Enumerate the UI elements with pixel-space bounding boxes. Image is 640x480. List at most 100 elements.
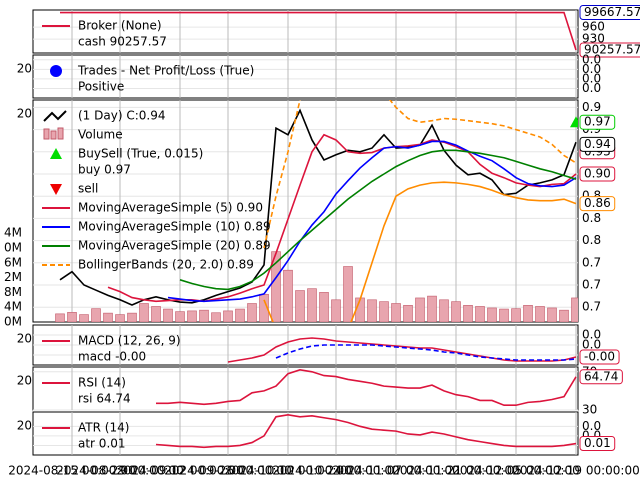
y2-tick-label: 2M	[4, 270, 22, 284]
volume-bar	[319, 292, 329, 322]
volume-bar	[343, 266, 353, 322]
volume-bar	[211, 312, 221, 322]
y-tick-label: 0.0	[582, 81, 601, 95]
legend-note: rsi 64.74	[78, 392, 131, 406]
y-tick-label: 0.8	[582, 211, 601, 225]
volume-bar	[127, 312, 137, 322]
y2-tick-label: 0M	[4, 315, 22, 329]
y-tick-label: 0.0	[582, 52, 601, 66]
volume-bar	[235, 308, 245, 322]
legend-swatch	[50, 65, 62, 77]
x-tick-label: 2024-12-05 00:00:00	[452, 464, 579, 478]
legend-swatch	[57, 127, 64, 140]
y-tick-label: 0.0	[582, 71, 601, 85]
volume-bar	[331, 299, 341, 322]
volume-bar	[499, 308, 509, 322]
y-tick-label: 0.0	[582, 328, 601, 342]
series-line	[263, 100, 577, 249]
volume-bar	[79, 314, 89, 322]
legend-note: atr 0.01	[78, 437, 126, 451]
x-tick-label: 2024-11-07 00:00:00	[332, 464, 459, 478]
legend-entry: BollingerBands (20, 2.0) 0.89	[78, 258, 254, 272]
y-tick-label: 0.7	[582, 255, 601, 269]
series-line	[227, 337, 577, 363]
x-tick-label: 2024-09-12 00:00:00	[116, 464, 243, 478]
x-tick-label: 2024-12-19 00:00:00	[512, 464, 639, 478]
x-tick-label: 2024-09-26 00:00:00	[164, 464, 291, 478]
x-tick-label: 2024-10-24 00:00:00	[272, 464, 399, 478]
series-line	[179, 149, 577, 291]
y-axis-label: 20	[17, 62, 32, 76]
legend-entry: RSI (14)	[78, 376, 126, 390]
value-tag	[579, 369, 623, 385]
legend-entry: Volume	[78, 128, 123, 142]
volume-bar	[139, 303, 149, 322]
volume-bar	[187, 310, 197, 322]
volume-bar	[55, 313, 65, 322]
volume-bar	[151, 306, 161, 322]
plot-area	[156, 369, 577, 407]
plot-area	[60, 11, 577, 51]
series-line	[155, 414, 577, 449]
legend-entry: sell	[78, 182, 98, 196]
legend-swatch	[50, 148, 62, 159]
legend-entry: MovingAverageSimple (5) 0.90	[78, 201, 263, 215]
x-tick-label: 2024-08-15 00:00:00	[8, 464, 135, 478]
legend-swatch	[43, 128, 50, 140]
legend-entry: MovingAverageSimple (10) 0.89	[78, 220, 271, 234]
series-line	[167, 140, 577, 303]
y-tick-label: 0.8	[582, 233, 601, 247]
volume-bar	[115, 314, 125, 322]
panel-frame	[32, 411, 579, 456]
y-tick-label: 930	[582, 32, 605, 46]
plot-area	[155, 414, 577, 449]
value-tag	[579, 349, 620, 365]
legend-entry: Broker (None)	[78, 19, 162, 33]
panel-frame	[32, 54, 579, 99]
y-axis-label: 20	[17, 332, 32, 346]
y-axis-label: 20	[17, 374, 32, 388]
legend-entry: MovingAverageSimple (20) 0.89	[78, 239, 271, 253]
legend-swatch	[50, 130, 57, 140]
volume-bar	[391, 303, 401, 322]
y-tick-label: 960	[582, 20, 605, 34]
volume-bar	[199, 309, 209, 322]
volume-bar	[451, 301, 461, 322]
value-tag	[579, 436, 616, 452]
legend-entry: Trades - Net Profit/Loss (True)	[77, 64, 254, 78]
volume-bar	[403, 305, 413, 322]
volume-bar	[307, 288, 317, 322]
volume-bar	[175, 311, 185, 322]
legend-swatch	[50, 184, 62, 195]
value-tag	[579, 114, 616, 130]
value-tag-label: 64.74	[584, 369, 618, 383]
legend-note: cash 90257.57	[78, 35, 167, 49]
y-tick-label: 0.9	[582, 100, 601, 114]
panel-frame	[32, 366, 579, 411]
volume-bar	[295, 290, 305, 322]
legend-note: macd -0.00	[78, 350, 146, 364]
volume-bar	[223, 310, 233, 322]
value-tag	[579, 166, 616, 182]
volume-bar	[415, 297, 425, 322]
value-tag-label: 0.01	[584, 436, 611, 450]
band-lower	[263, 181, 577, 322]
volume-bar	[439, 299, 449, 322]
marker	[570, 116, 578, 128]
volume-bar	[463, 305, 473, 322]
x-tick-label: 2024-10-10 00:00:00	[224, 464, 351, 478]
plot-area	[55, 100, 578, 322]
volume-bar	[67, 312, 77, 322]
series-line	[156, 369, 577, 407]
value-tag	[579, 5, 640, 21]
volume-bar	[547, 307, 557, 322]
legend-note: Positive	[78, 80, 124, 94]
volume-bar	[379, 301, 389, 322]
y-axis-label: 20	[17, 419, 32, 433]
legend-swatch	[43, 110, 67, 122]
value-tag-label: 90257.57	[584, 42, 640, 56]
y-tick-label: 0.0	[582, 419, 601, 433]
volume-bar	[571, 297, 578, 322]
panel-frame	[32, 9, 579, 54]
